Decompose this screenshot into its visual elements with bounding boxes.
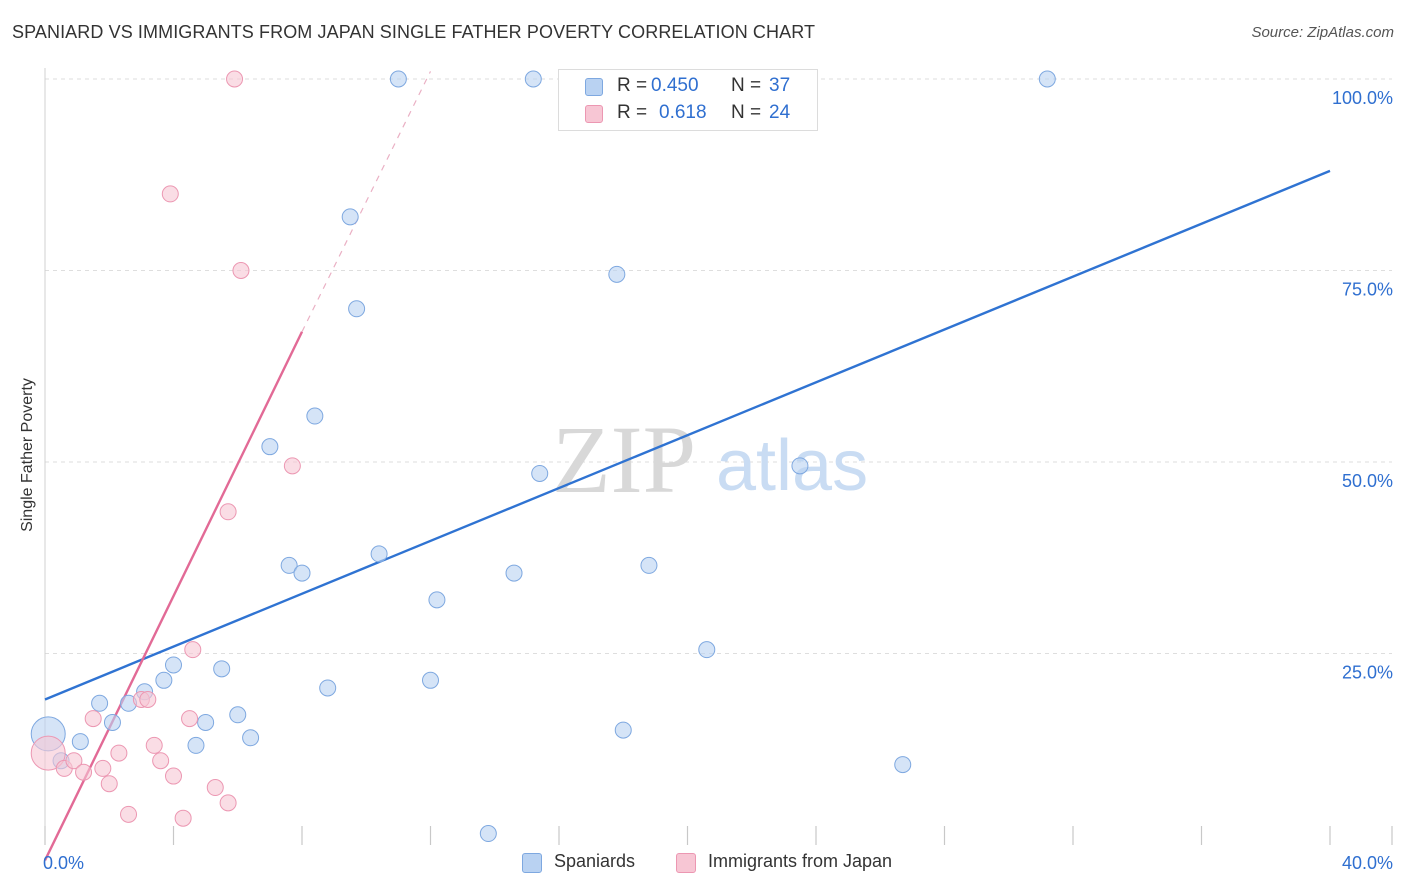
source-label: Source: ZipAtlas.com [1251, 24, 1394, 41]
japan-point [165, 767, 182, 785]
axes [44, 68, 1393, 845]
x-tick-label: 40.0% [1342, 853, 1393, 873]
x-tick-label: 0.0% [43, 853, 84, 873]
spaniards-point [341, 208, 359, 226]
tick-labels: 25.0% 50.0% 75.0% 100.0% 0.0% 40.0% [43, 88, 1393, 873]
japan-point [219, 503, 237, 521]
japan-point [139, 690, 157, 708]
watermark-zip: ZIP [552, 406, 696, 513]
japan-point [161, 185, 179, 203]
spaniards-point [791, 457, 809, 475]
spaniards-point [165, 656, 182, 674]
legend-n-label: N = [731, 75, 762, 96]
bottom-legend-label-spaniards: Spaniards [554, 851, 636, 871]
spaniards-point [197, 713, 215, 731]
japan-point [120, 805, 138, 823]
spaniards-point [187, 736, 205, 754]
japan-point [206, 779, 224, 797]
japan-point [219, 794, 237, 812]
japan-point [65, 752, 83, 770]
japan-point [94, 759, 112, 777]
spaniards-point [505, 564, 523, 582]
correlation-legend: R = 0.450 N = 37 R = 0.618 N = 24 [558, 69, 818, 131]
spaniards-point [242, 729, 260, 747]
spaniards-point [640, 556, 658, 574]
spaniards-point [91, 694, 109, 712]
spaniards-point [293, 564, 311, 582]
spaniards-point [524, 70, 542, 88]
spaniards-point [531, 464, 549, 482]
spaniards-point [389, 70, 407, 88]
bottom-legend-label-japan: Immigrants from Japan [708, 851, 893, 871]
japan-point [30, 735, 66, 771]
japan-point [232, 262, 250, 279]
spaniards-point [614, 721, 632, 739]
y-tick-label: 25.0% [1342, 663, 1393, 683]
chart-title: SPANIARD VS IMMIGRANTS FROM JAPAN SINGLE… [12, 22, 816, 42]
legend-r-label: R = [617, 102, 648, 123]
watermark: ZIP atlas [552, 406, 868, 513]
japan-point [110, 744, 128, 762]
spaniards-point [428, 591, 446, 609]
legend-r-label: R = [617, 75, 648, 96]
spaniards-point [71, 733, 89, 751]
spaniards-point [229, 706, 247, 724]
spaniards-point [280, 556, 298, 574]
spaniards-point [306, 407, 324, 425]
japan-point [84, 710, 102, 728]
japan-point [174, 809, 192, 827]
spaniards-point [698, 641, 716, 659]
japan-point [152, 752, 170, 770]
spaniards-point [608, 265, 626, 283]
spaniards-point [103, 713, 121, 731]
japan-point [184, 641, 202, 659]
legend-r-value: 0.618 [659, 102, 707, 123]
spaniards-point [422, 671, 439, 689]
japan-point [100, 775, 118, 793]
spaniards-point [348, 300, 366, 318]
grid-lines [45, 78, 1392, 654]
legend-n-label: N = [731, 102, 762, 123]
data-points [30, 70, 1056, 843]
legend-n-value: 37 [769, 75, 791, 96]
spaniards-point [319, 679, 337, 697]
japan-point [226, 70, 244, 88]
y-tick-label: 50.0% [1342, 471, 1393, 491]
legend-r-value: 0.450 [651, 75, 699, 96]
bottom-legend-swatch-japan [676, 853, 696, 873]
spaniards-point [261, 438, 279, 456]
y-tick-label: 75.0% [1342, 280, 1393, 300]
spaniards-point [479, 825, 497, 843]
spaniards-point [1038, 70, 1056, 88]
japan-point [75, 763, 93, 781]
japan-trend-extension [301, 71, 432, 333]
spaniards-point [894, 756, 912, 774]
legend-swatch-japan [585, 105, 603, 123]
spaniards-point [370, 545, 388, 563]
legend-swatch-spaniards [585, 78, 603, 96]
legend-n-value: 24 [769, 102, 791, 123]
japan-point [283, 457, 301, 475]
y-tick-label: 100.0% [1332, 88, 1393, 108]
spaniards-trend-line [44, 169, 1331, 701]
japan-point [145, 736, 163, 754]
bottom-legend-swatch-spaniards [522, 853, 542, 873]
spaniards-point [213, 660, 231, 678]
spaniards-point [155, 671, 173, 689]
japan-point [181, 710, 199, 728]
